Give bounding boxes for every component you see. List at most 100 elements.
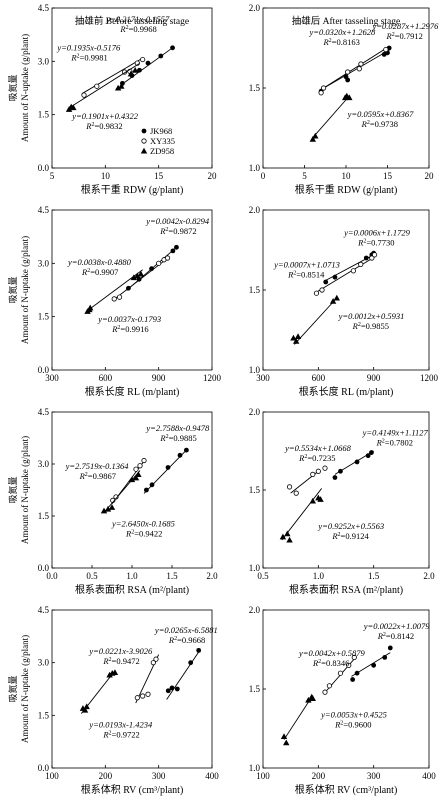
x-tick-label: 400 bbox=[205, 771, 219, 781]
y-tick-label: 1.5 bbox=[38, 511, 50, 521]
data-point bbox=[280, 733, 288, 739]
series-ZD958 bbox=[100, 470, 142, 514]
series-JK968 bbox=[165, 647, 202, 700]
regression-equation: y=0.1935x-0.5176 bbox=[56, 43, 121, 53]
panel-7: 100 200 300 400 0.0 1.5 3.0 4.5 根系体积 RV (cm³/pla… bbox=[7, 605, 219, 796]
y-tick-label: 1.5 bbox=[38, 312, 50, 322]
data-point bbox=[309, 136, 316, 142]
x-tick-label: 200 bbox=[312, 771, 326, 781]
y-tick-label: 4.5 bbox=[38, 407, 50, 417]
x-tick-label: 1200 bbox=[203, 373, 222, 383]
y-tick-label: 2.0 bbox=[249, 605, 261, 615]
y-tick-label: 1.0 bbox=[249, 163, 261, 173]
data-point bbox=[312, 132, 319, 139]
y-tick-label: 0.0 bbox=[38, 563, 50, 573]
data-point bbox=[350, 677, 356, 682]
legend-marker bbox=[140, 147, 148, 154]
legend-marker bbox=[141, 128, 147, 134]
data-point bbox=[137, 67, 142, 73]
x-tick-label: 1.5 bbox=[368, 571, 380, 581]
r-squared: R2=0.9916 bbox=[111, 324, 148, 334]
data-point bbox=[382, 655, 388, 660]
data-point bbox=[128, 476, 136, 483]
data-point bbox=[158, 53, 164, 59]
series-JK968 bbox=[120, 45, 175, 86]
data-point bbox=[294, 333, 302, 339]
data-point bbox=[118, 83, 125, 89]
x-tick-label: 900 bbox=[367, 373, 381, 383]
series-ZD958 bbox=[309, 92, 353, 142]
r-squared: R2=0.9907 bbox=[81, 267, 118, 277]
r-squared: R2=0.9855 bbox=[352, 321, 389, 331]
y-tick-label: 1.0 bbox=[249, 365, 261, 375]
data-point bbox=[150, 660, 156, 666]
data-point bbox=[83, 703, 90, 710]
y-axis-label-en: Amount of N-uptake (g/plant) bbox=[20, 236, 30, 344]
data-point bbox=[279, 533, 287, 540]
data-point bbox=[145, 691, 151, 697]
x-tick-label: 200 bbox=[99, 771, 113, 781]
y-tick-label: 3.0 bbox=[38, 56, 50, 66]
x-tick-label: 300 bbox=[256, 373, 270, 383]
data-point bbox=[286, 536, 293, 543]
data-point bbox=[196, 647, 202, 653]
y-axis-label-en: Amount of N-uptake (g/plant) bbox=[20, 436, 30, 544]
data-point bbox=[153, 656, 159, 662]
y-axis-label-en: Amount of N-uptake (g/plant) bbox=[20, 34, 30, 142]
x-axis-label: 根系表面积 RSA (m²/plant) bbox=[289, 583, 403, 596]
y-tick-label: 2.0 bbox=[249, 407, 261, 417]
x-tick-label: 300 bbox=[152, 771, 166, 781]
y-tick-label: 0.0 bbox=[38, 365, 50, 375]
data-point bbox=[70, 104, 77, 111]
data-point bbox=[149, 482, 155, 488]
legend-label: ZD958 bbox=[150, 146, 174, 156]
legend-label: XY335 bbox=[150, 136, 175, 146]
data-point bbox=[127, 70, 135, 77]
r-squared: R2=0.9981 bbox=[70, 53, 107, 63]
panel-3: 300 600 900 1200 0.0 1.5 3.0 4.5 根系长度 RL (m/plan… bbox=[7, 205, 222, 398]
data-point bbox=[358, 61, 364, 67]
x-tick-label: 100 bbox=[45, 771, 59, 781]
fit-line bbox=[67, 63, 140, 110]
data-point bbox=[169, 685, 175, 691]
series-ZD958 bbox=[280, 693, 316, 746]
fit-line bbox=[121, 47, 173, 86]
data-point bbox=[322, 689, 328, 695]
regression-equation: y=0.4149x+1.1127 bbox=[362, 427, 429, 437]
y-tick-label: 0.0 bbox=[38, 163, 50, 173]
series-ZD958 bbox=[290, 294, 340, 345]
series-XY335 bbox=[81, 56, 146, 98]
r-squared: R2=0.7235 bbox=[298, 453, 335, 463]
data-point bbox=[305, 696, 312, 703]
series-JK968 bbox=[332, 450, 374, 480]
r-squared: R2=0.7730 bbox=[357, 238, 394, 248]
data-point bbox=[332, 475, 338, 480]
x-axis-label: 根系表面积 RSA (m²/plant) bbox=[75, 583, 189, 596]
series-XY335 bbox=[318, 46, 390, 96]
data-point bbox=[317, 496, 324, 502]
plot-frame bbox=[51, 209, 213, 371]
fit-line bbox=[103, 470, 141, 513]
x-tick-label: 15 bbox=[154, 171, 164, 181]
regression-equation: y=0.0320x+1.2628 bbox=[308, 27, 376, 37]
data-point bbox=[114, 84, 122, 91]
plot-frame bbox=[51, 609, 213, 769]
x-axis-label: 根系体积 RV (cm³/plant) bbox=[81, 783, 184, 796]
x-tick-label: 10 bbox=[101, 171, 111, 181]
regression-equation: y=0.0595x+0.8367 bbox=[347, 109, 415, 119]
data-point bbox=[174, 686, 180, 692]
y-axis-label-cn: 吸氮量 bbox=[7, 74, 18, 101]
plot-frame bbox=[51, 7, 213, 169]
data-point bbox=[338, 468, 343, 474]
data-point bbox=[383, 46, 389, 53]
series-XY335 bbox=[111, 255, 171, 302]
y-tick-label: 1.5 bbox=[249, 485, 261, 495]
data-point bbox=[365, 453, 371, 459]
data-point bbox=[184, 447, 189, 453]
x-tick-label: 100 bbox=[256, 771, 270, 781]
x-axis-label: 根系干重 RDW (g/plant) bbox=[295, 183, 398, 196]
data-point bbox=[310, 471, 316, 477]
r-squared: R2=0.8346 bbox=[312, 658, 349, 668]
data-point bbox=[165, 465, 171, 470]
data-point bbox=[369, 450, 374, 455]
